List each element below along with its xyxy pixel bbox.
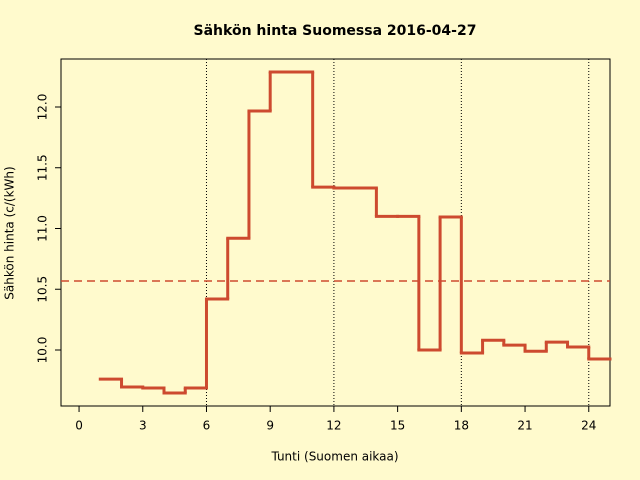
x-tick-label: 3 [139,419,147,433]
x-tick-label: 0 [75,419,83,433]
plot-frame [60,58,611,407]
y-tick-label: 10.5 [36,276,50,303]
y-tick-label: 11.0 [36,215,50,242]
y-axis-label: Sähkön hinta (c/(kWh) [3,166,17,299]
x-tick-label: 18 [454,419,469,433]
y-tick-label: 11.5 [36,154,50,181]
x-tick-label: 21 [517,419,532,433]
y-tick-label: 12.0 [36,94,50,121]
y-tick-label: 10.0 [36,337,50,364]
x-tick-label: 24 [581,419,596,433]
chart-title: Sähkön hinta Suomessa 2016-04-27 [194,23,477,39]
x-tick-label: 12 [326,419,341,433]
x-tick-label: 6 [203,419,211,433]
x-tick-label: 9 [266,419,274,433]
x-tick-label: 15 [390,419,405,433]
x-axis-label: Tunti (Suomen aikaa) [270,450,398,464]
